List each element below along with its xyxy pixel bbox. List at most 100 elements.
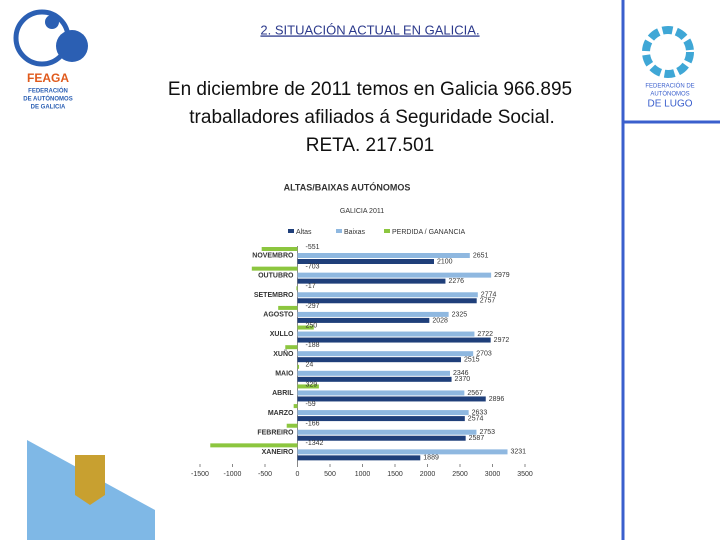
- bar: [297, 384, 319, 389]
- bar: [297, 253, 470, 258]
- bar: [210, 443, 298, 448]
- bar: [297, 376, 452, 382]
- legend-swatch: [384, 229, 390, 233]
- chart-subtitle: GALICIA 2011: [340, 208, 384, 215]
- legend-swatch: [336, 229, 342, 233]
- bar: [297, 331, 475, 337]
- bar: [297, 272, 492, 278]
- bar: [297, 259, 434, 264]
- y-tick-label: XULLO: [270, 331, 294, 338]
- bar: [297, 429, 477, 435]
- value-label: 2972: [494, 337, 510, 344]
- x-tick-label: 1000: [355, 471, 371, 478]
- value-label: 2325: [452, 311, 468, 318]
- value-label: 329: [306, 381, 318, 388]
- value-label: 2276: [448, 278, 464, 285]
- value-label: -1342: [306, 440, 324, 447]
- bar: [297, 396, 486, 402]
- bar: [297, 298, 477, 304]
- x-tick-label: 0: [296, 471, 300, 478]
- logo-text: AUTÓNOMOS: [650, 91, 689, 98]
- body-text: En diciembre de 2011 temos en Galicia 96…: [168, 79, 572, 100]
- legend-label: Altas: [296, 229, 312, 236]
- logo-text: FEDERACIÓN DE: [645, 83, 694, 90]
- value-label: 2028: [432, 317, 448, 324]
- logo: [56, 30, 88, 62]
- chart-title: ALTAS/BAIXAS AUTÓNOMOS: [284, 181, 411, 192]
- bar: [297, 317, 430, 323]
- value-label: 2774: [481, 292, 497, 299]
- logo-text: DE LUGO: [647, 99, 692, 110]
- right-panel: [622, 0, 720, 540]
- value-label: -703: [306, 263, 320, 270]
- bar: [297, 292, 478, 298]
- y-tick-label: ABRIL: [272, 390, 294, 397]
- value-label: 24: [306, 362, 314, 369]
- bar: [297, 435, 466, 441]
- logo: [642, 26, 694, 78]
- bar: [297, 311, 449, 317]
- value-label: 2896: [489, 396, 505, 403]
- y-tick-label: MARZO: [268, 410, 294, 417]
- bar: [297, 416, 465, 422]
- value-label: -166: [306, 421, 320, 428]
- value-label: 3231: [511, 449, 527, 456]
- bar: [251, 266, 298, 271]
- x-tick-label: -1500: [191, 471, 209, 478]
- bar: [297, 455, 421, 461]
- bar: [261, 247, 298, 251]
- bar: [286, 423, 298, 428]
- bar: [297, 357, 461, 363]
- bar: [297, 337, 491, 343]
- value-label: -551: [306, 244, 320, 251]
- logo-text: DE AUTÓNOMOS: [23, 95, 72, 103]
- value-label: 2370: [455, 376, 471, 383]
- value-label: 2703: [476, 351, 492, 358]
- value-label: 2100: [437, 258, 453, 265]
- y-tick-label: OUTUBRO: [258, 272, 294, 279]
- value-label: 1889: [423, 455, 439, 462]
- bar: [297, 410, 469, 416]
- value-label: 2515: [464, 357, 480, 364]
- value-label: 2567: [467, 390, 483, 397]
- bar: [297, 370, 450, 376]
- legend-swatch: [288, 229, 294, 233]
- x-tick-label: 1500: [387, 471, 403, 478]
- legend-label: PERDIDA / GANANCIA: [392, 229, 465, 236]
- logo-name: FEAGA: [27, 71, 69, 85]
- value-label: -17: [306, 283, 316, 290]
- logo: [45, 15, 59, 29]
- x-tick-label: -500: [258, 471, 272, 478]
- x-tick-label: -1000: [224, 471, 242, 478]
- logo-text: DE GALICIA: [31, 105, 66, 111]
- bar: [297, 351, 474, 357]
- y-tick-label: AGOSTO: [263, 312, 294, 319]
- bar: [297, 364, 300, 369]
- legend-label: Baixas: [344, 229, 366, 236]
- bar: [278, 305, 298, 310]
- y-tick-label: FEBREIRO: [257, 429, 294, 436]
- value-label: 2633: [472, 409, 488, 416]
- bar: [297, 449, 508, 455]
- body-text: RETA. 217.501: [306, 135, 435, 156]
- bar: [285, 345, 298, 350]
- value-label: 2587: [469, 435, 485, 442]
- value-label: 2651: [473, 252, 489, 259]
- bar: [297, 325, 314, 330]
- y-tick-label: XANEIRO: [262, 449, 294, 456]
- value-label: -297: [306, 303, 320, 310]
- value-label: 2753: [479, 429, 495, 436]
- body-text: traballadores afiliados á Seguridade Soc…: [189, 107, 554, 128]
- value-label: 250: [306, 322, 318, 329]
- value-label: 2757: [480, 298, 496, 305]
- bar: [297, 278, 446, 284]
- slide-title: 2. SITUACIÓN ACTUAL EN GALICIA.: [260, 22, 479, 37]
- value-label: 2574: [468, 415, 484, 422]
- bar: [293, 404, 298, 409]
- value-label: 2722: [477, 331, 493, 338]
- value-label: -188: [306, 342, 320, 349]
- y-tick-label: XUÑO: [273, 349, 294, 358]
- x-tick-label: 3500: [517, 471, 533, 478]
- x-tick-label: 500: [324, 471, 336, 478]
